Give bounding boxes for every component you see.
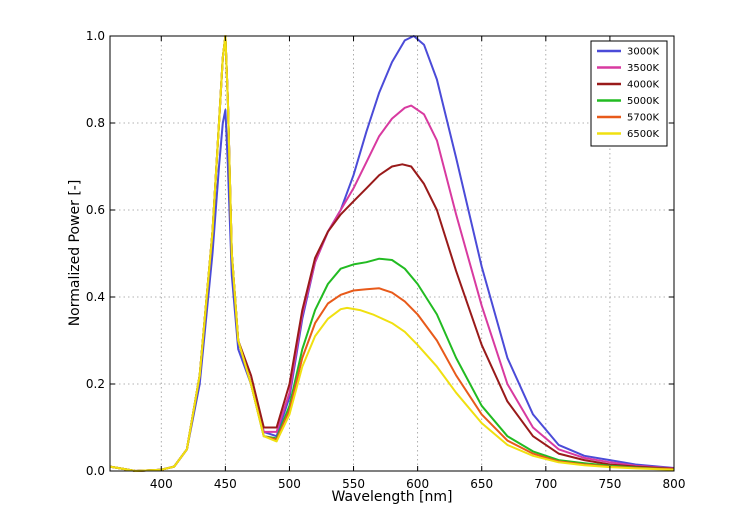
y-tick-label: 0.2 <box>86 377 105 391</box>
x-tick-label: 450 <box>214 477 237 491</box>
legend-label-6500K: 6500K <box>627 129 659 140</box>
y-axis-label: Normalized Power [-] <box>67 180 83 327</box>
x-tick-label: 600 <box>406 477 429 491</box>
x-tick-label: 700 <box>534 477 557 491</box>
y-tick-label: 0.8 <box>86 116 105 130</box>
x-axis-label: Wavelength [nm] <box>332 489 453 505</box>
legend-label-5000K: 5000K <box>627 96 659 107</box>
legend-label-5700K: 5700K <box>627 113 659 124</box>
x-tick-label: 650 <box>470 477 493 491</box>
legend-label-4000K: 4000K <box>627 80 659 91</box>
legend-box <box>590 40 668 147</box>
y-tick-label: 0.0 <box>86 464 105 478</box>
series-lines <box>109 35 675 472</box>
x-tick-label: 400 <box>150 477 173 491</box>
plot-frame <box>109 35 675 472</box>
x-tick-label: 800 <box>663 477 686 491</box>
x-tick-label: 500 <box>278 477 301 491</box>
series-line-6500K <box>109 35 675 472</box>
axis-ticks: 400 450 500 550 600 650 700 750 800 0.0 0.2 0.4 0.6 0… <box>86 29 686 491</box>
legend-label-3000K: 3000K <box>627 47 659 58</box>
y-tick-label: 1.0 <box>86 29 105 43</box>
legend: 3000K 3500K 4000K 5000K 5700K 6500K <box>590 40 668 147</box>
y-tick-label: 0.4 <box>86 290 105 304</box>
y-tick-label: 0.6 <box>86 203 105 217</box>
x-tick-label: 550 <box>342 477 365 491</box>
x-tick-label: 750 <box>598 477 621 491</box>
legend-label-3500K: 3500K <box>627 63 659 74</box>
